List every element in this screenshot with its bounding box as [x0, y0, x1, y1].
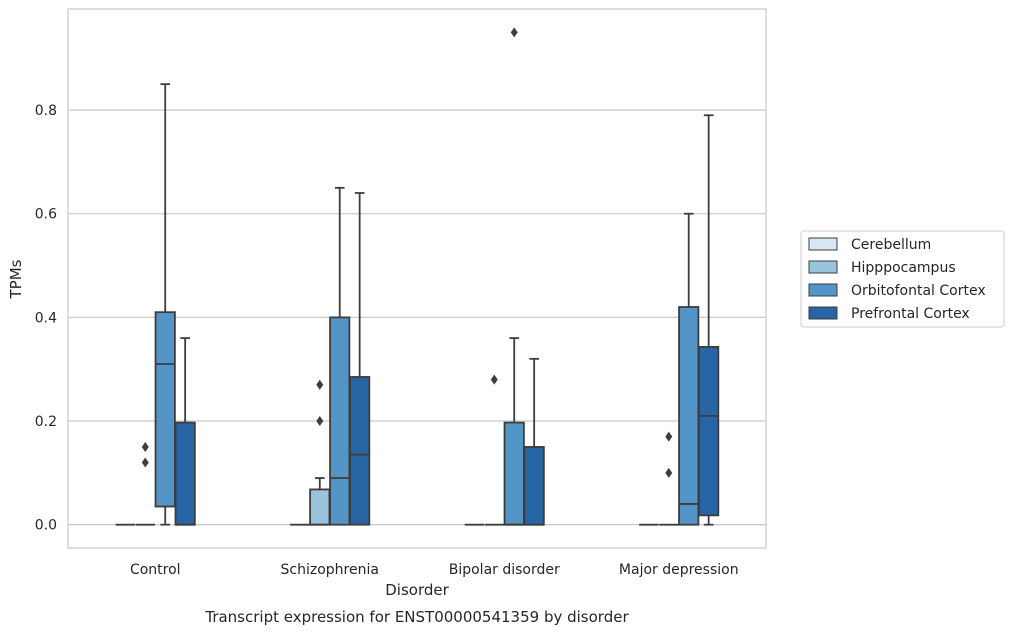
y-tick-label: 0.8: [35, 103, 57, 119]
box-body: [523, 446, 545, 526]
x-tick-label: Schizophrenia: [281, 562, 379, 578]
box-body: [329, 316, 351, 526]
box-series: [115, 27, 720, 526]
outlier-point: [510, 27, 518, 38]
y-tick-label: 0.0: [35, 518, 57, 534]
legend-swatch: [808, 260, 838, 274]
y-tick-label: 0.4: [35, 310, 57, 326]
legend-swatch: [808, 283, 838, 297]
outlier-point: [141, 441, 149, 452]
box-prefrontal-cortex: [349, 192, 371, 526]
box-body: [154, 311, 176, 508]
box-body: [678, 306, 700, 526]
box-prefrontal-cortex: [698, 114, 720, 526]
x-tick-labels: Control Schizophrenia Bipolar disorder Majo…: [130, 562, 739, 578]
box-hipppocampus: [659, 431, 679, 526]
outlier-point: [316, 379, 324, 390]
legend-label: Orbitofontal Cortex: [851, 283, 986, 299]
x-tick-label: Control: [130, 562, 181, 578]
x-tick-label: Major depression: [619, 562, 739, 578]
box-body: [503, 421, 525, 526]
y-tick-label: 0.2: [35, 414, 57, 430]
outlier-point: [316, 416, 324, 427]
box-body: [309, 488, 331, 526]
box-hipppocampus: [484, 374, 504, 526]
box-orbitofontal-cortex: [329, 186, 351, 526]
legend-swatch: [808, 306, 838, 320]
outlier-point: [665, 431, 673, 442]
x-tick-label: Bipolar disorder: [449, 562, 560, 578]
plot-frame: [67, 8, 767, 549]
y-axis-title: TPMs: [7, 259, 25, 299]
legend: Cerebellum Hipppocampus Orbitofontal Corte…: [800, 230, 1005, 328]
y-tick-labels: 0.0 0.2 0.4 0.6 0.8: [35, 103, 57, 534]
box-prefrontal-cortex: [523, 357, 545, 526]
box-orbitofontal-cortex: [678, 212, 700, 526]
box-prefrontal-cortex: [174, 337, 196, 526]
box-hipppocampus: [135, 441, 155, 526]
box-body: [349, 376, 371, 526]
legend-label: Hipppocampus: [851, 260, 956, 276]
chart-caption: Transcript expression for ENST0000054135…: [204, 608, 629, 626]
box-body: [174, 421, 196, 526]
legend-frame: [800, 230, 1005, 328]
legend-label: Prefrontal Cortex: [851, 306, 970, 322]
box-orbitofontal-cortex: [154, 83, 176, 526]
legend-label: Cerebellum: [851, 237, 931, 253]
outlier-point: [141, 457, 149, 468]
box-body: [698, 346, 720, 517]
outlier-point: [490, 374, 498, 385]
outlier-point: [665, 467, 673, 478]
y-tick-label: 0.6: [35, 207, 57, 223]
x-axis-title: Disorder: [385, 581, 449, 599]
legend-swatch: [808, 237, 838, 251]
